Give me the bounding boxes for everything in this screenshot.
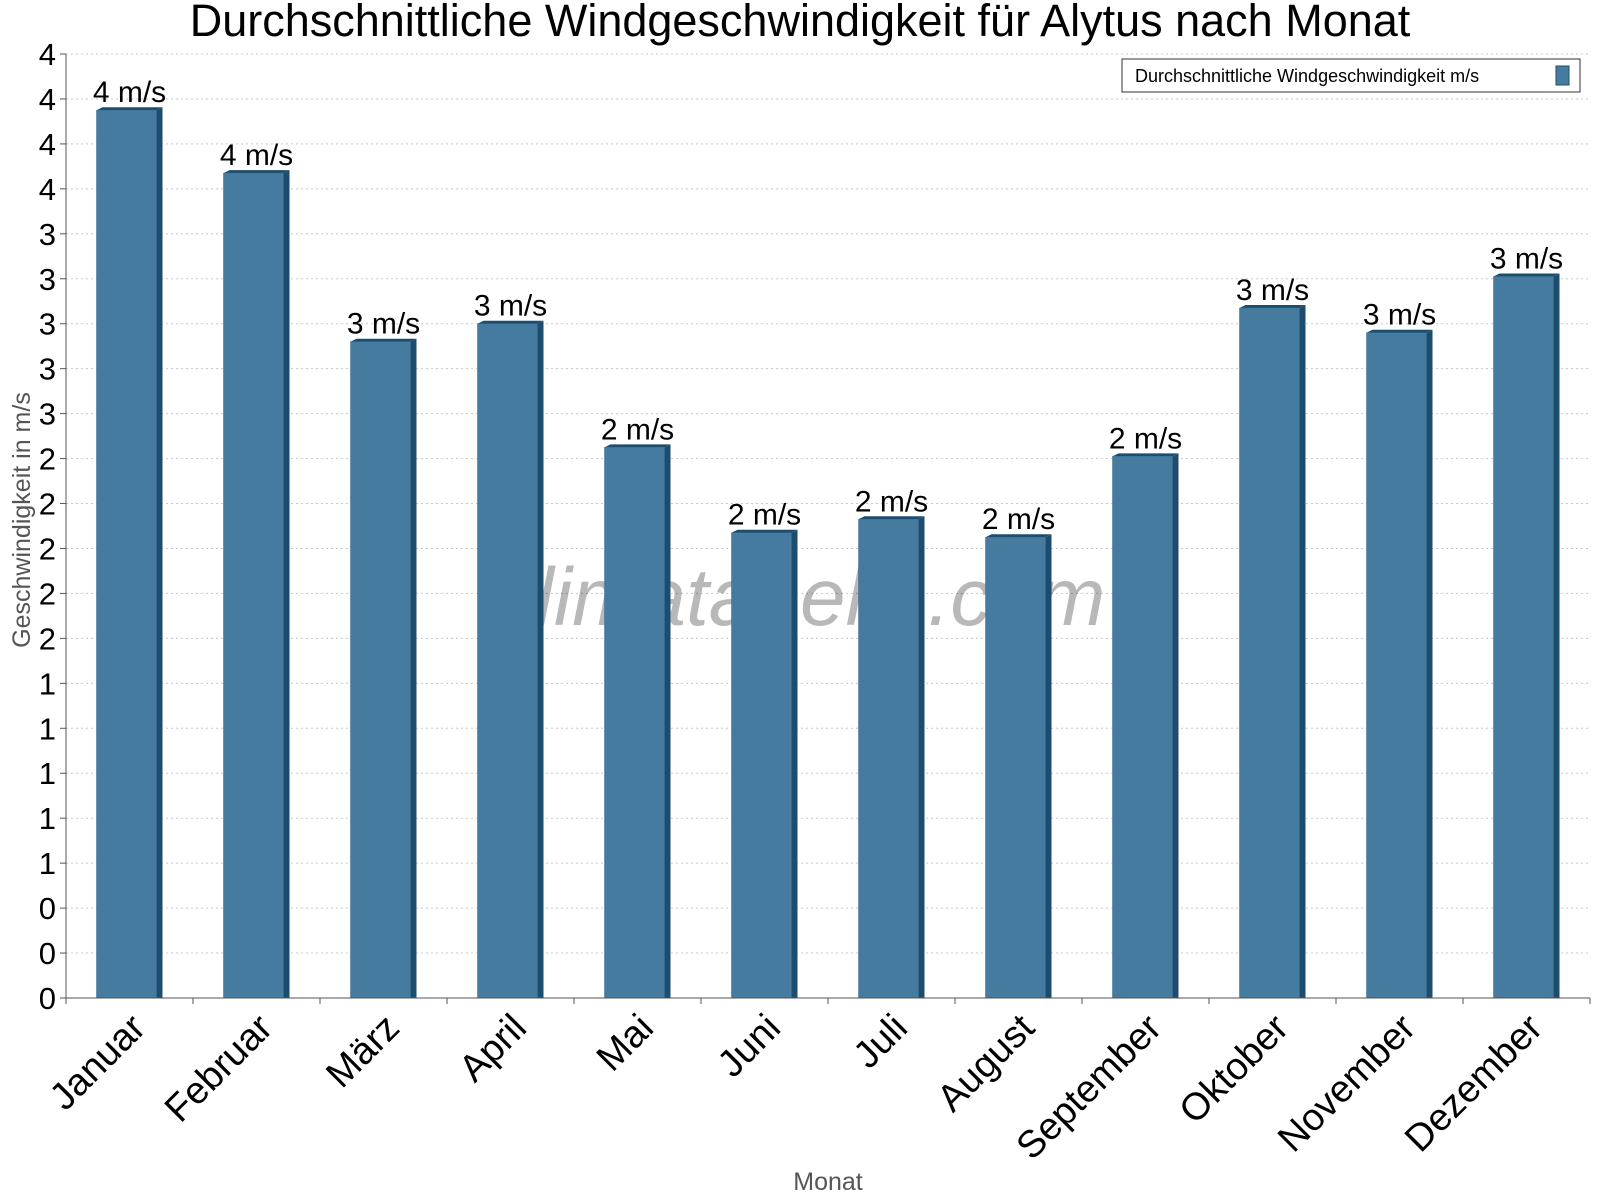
bar-side xyxy=(918,516,925,998)
data-label: 4 m/s xyxy=(93,76,166,109)
y-tick-label: 2 xyxy=(39,531,56,566)
bar xyxy=(96,109,157,999)
bar-side xyxy=(1553,273,1560,998)
bar-top xyxy=(223,170,290,174)
x-tick-label: Januar xyxy=(42,1006,154,1118)
chart-title: Durchschnittliche Windgeschwindigkeit fü… xyxy=(190,0,1411,46)
bar xyxy=(604,447,665,999)
bar-side xyxy=(1045,534,1052,998)
data-label: 3 m/s xyxy=(1363,299,1436,332)
bar-top xyxy=(604,444,671,448)
data-label: 2 m/s xyxy=(982,503,1055,536)
data-label: 3 m/s xyxy=(1236,274,1309,307)
bar-side xyxy=(791,529,798,998)
y-tick-label: 2 xyxy=(39,487,56,522)
x-tick-label: April xyxy=(451,1007,534,1090)
grid-lines xyxy=(66,53,1590,954)
bar-side xyxy=(664,444,671,998)
y-tick-label: 1 xyxy=(39,666,56,701)
data-label: 2 m/s xyxy=(855,485,928,518)
data-labels: 4 m/s 4 m/s 3 m/s 3 m/s 2 m/s 2 m/s 2 m/s 2 m/s… xyxy=(93,76,1563,536)
bar xyxy=(350,341,411,999)
bar-top xyxy=(1366,329,1433,333)
bar xyxy=(1239,307,1300,999)
y-tick-label: 1 xyxy=(39,846,56,881)
legend-swatch xyxy=(1555,65,1570,86)
y-tick-label: 3 xyxy=(39,262,56,297)
data-label: 3 m/s xyxy=(1490,243,1563,276)
data-label: 3 m/s xyxy=(347,308,420,341)
bar-top xyxy=(96,107,163,111)
bar-side xyxy=(283,170,290,999)
data-label: 2 m/s xyxy=(1109,422,1182,455)
data-label: 3 m/s xyxy=(474,290,547,323)
x-tick-label: August xyxy=(930,1006,1044,1120)
data-label: 2 m/s xyxy=(601,413,674,446)
x-tick-label: Dezember xyxy=(1397,1006,1551,1160)
y-tick-label: 1 xyxy=(39,711,56,746)
x-axis-title: Monat xyxy=(793,1168,863,1196)
y-tick-label: 3 xyxy=(39,217,56,252)
x-axis-ticks: Januar Februar März April Mai Juni Juli AugustS… xyxy=(42,998,1591,1168)
x-tick-label: März xyxy=(318,1007,407,1096)
bar-side xyxy=(156,107,163,998)
bar xyxy=(1493,276,1554,999)
bar-top xyxy=(1493,273,1560,277)
bar xyxy=(1366,332,1427,999)
y-tick-label: 2 xyxy=(39,576,56,611)
bar xyxy=(223,172,284,999)
y-tick-label: 1 xyxy=(39,801,56,836)
y-tick-label: 2 xyxy=(39,442,56,477)
y-tick-label: 0 xyxy=(39,936,56,971)
y-tick-label: 4 xyxy=(39,82,56,117)
x-tick-label: Mai xyxy=(589,1007,662,1080)
x-tick-label: Februar xyxy=(157,1006,281,1130)
bar xyxy=(1112,456,1173,999)
bar-top xyxy=(985,534,1052,538)
data-label: 2 m/s xyxy=(728,499,801,532)
y-tick-label: 4 xyxy=(39,127,56,162)
y-tick-label: 1 xyxy=(39,756,56,791)
y-tick-label: 0 xyxy=(39,981,56,1016)
y-tick-label: 4 xyxy=(39,37,56,72)
y-tick-label: 0 xyxy=(39,891,56,926)
y-tick-label: 2 xyxy=(39,621,56,656)
bar-side xyxy=(1299,304,1306,998)
x-tick-label: Juli xyxy=(846,1007,916,1077)
bar-top xyxy=(1239,304,1306,308)
bar xyxy=(731,532,792,999)
y-tick-label: 4 xyxy=(39,172,56,207)
legend-label: Durchschnittliche Windgeschwindigkeit m/… xyxy=(1135,66,1479,86)
y-tick-label: 3 xyxy=(39,352,56,387)
legend: Durchschnittliche Windgeschwindigkeit m/… xyxy=(1121,58,1581,93)
data-label: 4 m/s xyxy=(220,139,293,172)
bar-top xyxy=(477,320,544,324)
bar xyxy=(858,519,919,999)
y-tick-label: 3 xyxy=(39,307,56,342)
bar-side xyxy=(537,320,544,998)
bar-top xyxy=(1112,453,1179,457)
y-axis-ticks: 0 0 0 1 1 1 1 1 2 2 2 2 2 3 3 3 3 3 4 4 4 4 xyxy=(39,37,66,1016)
bar-side xyxy=(1426,329,1433,998)
x-tick-label: November xyxy=(1270,1006,1424,1160)
legend-box xyxy=(1121,58,1581,93)
bar-top xyxy=(858,516,925,520)
axes xyxy=(65,54,1590,999)
bars-group xyxy=(96,107,1560,999)
bar-side xyxy=(1172,453,1179,998)
bar-top xyxy=(350,338,417,342)
x-tick-label: Juni xyxy=(710,1007,789,1086)
bar-top xyxy=(731,529,798,533)
x-tick-label: Oktober xyxy=(1172,1006,1298,1132)
y-axis-title: Geschwindigkeit in m/s xyxy=(8,392,36,648)
bar xyxy=(477,323,538,999)
bar-side xyxy=(410,338,417,998)
y-tick-label: 3 xyxy=(39,397,56,432)
bar xyxy=(985,536,1046,999)
